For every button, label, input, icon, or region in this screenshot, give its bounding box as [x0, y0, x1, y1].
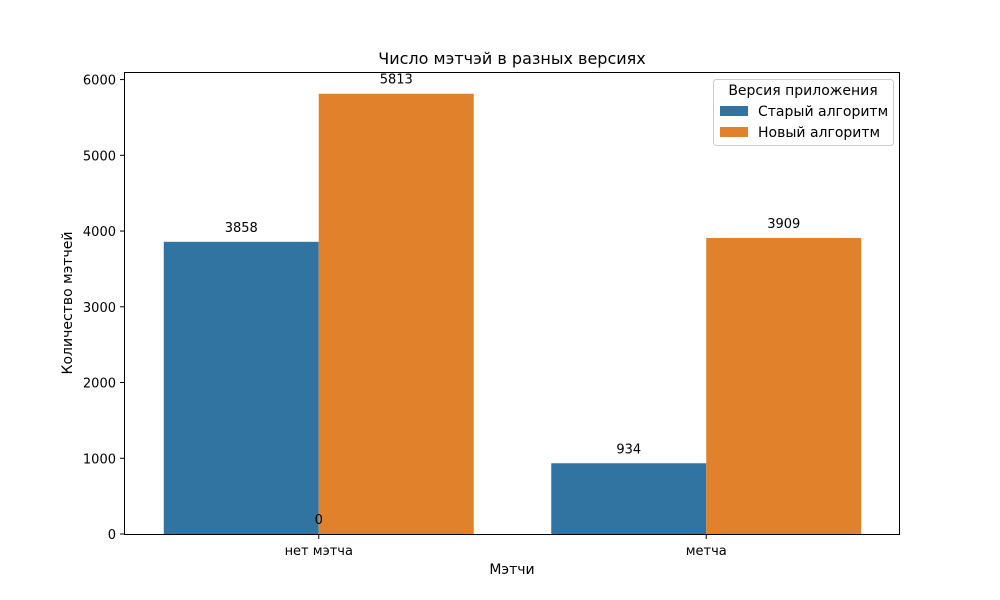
- plot-frame: [124, 72, 900, 535]
- bars-group: [163, 93, 862, 534]
- bar-new-1: [706, 237, 862, 534]
- legend: Версия приложения Старый алгоритм Новый …: [713, 79, 894, 146]
- y-axis: 0 1000 2000 3000 4000 5000 6000: [83, 74, 125, 543]
- bar-value-label-zero: 0: [315, 513, 323, 528]
- legend-swatch-old: [720, 106, 748, 116]
- legend-label-old: Старый алгоритм: [758, 104, 888, 120]
- x-axis-label: Мэтчи: [489, 562, 534, 578]
- y-tick-label: 1000: [83, 452, 116, 467]
- legend-title: Версия приложения: [728, 83, 877, 99]
- bar-labels-group: 3858 934 5813 3909 0: [225, 73, 801, 528]
- bar-old-1: [551, 463, 707, 534]
- y-tick-label: 0: [108, 528, 116, 543]
- bar-value-label: 5813: [380, 73, 413, 88]
- bar-old-0: [163, 241, 319, 534]
- x-axis: нет мэтча метча: [285, 534, 727, 559]
- bar-new-0: [318, 93, 474, 534]
- chart-title: Число мэтчэй в разных версиях: [378, 49, 646, 68]
- legend-label-new: Новый алгоритм: [758, 125, 880, 141]
- x-tick-label: метча: [686, 544, 727, 559]
- bar-value-label: 3858: [225, 221, 258, 236]
- y-tick-label: 4000: [83, 225, 116, 240]
- legend-box: [713, 79, 894, 146]
- y-tick-label: 6000: [83, 74, 116, 89]
- y-axis-label: Количество мэтчей: [60, 232, 76, 375]
- y-tick-label: 5000: [83, 149, 116, 164]
- x-tick-label: нет мэтча: [285, 544, 353, 559]
- bar-value-label: 3909: [767, 217, 800, 232]
- legend-swatch-new: [720, 127, 748, 137]
- y-tick-label: 3000: [83, 301, 116, 316]
- bar-value-label: 934: [616, 442, 641, 457]
- y-tick-label: 2000: [83, 377, 116, 392]
